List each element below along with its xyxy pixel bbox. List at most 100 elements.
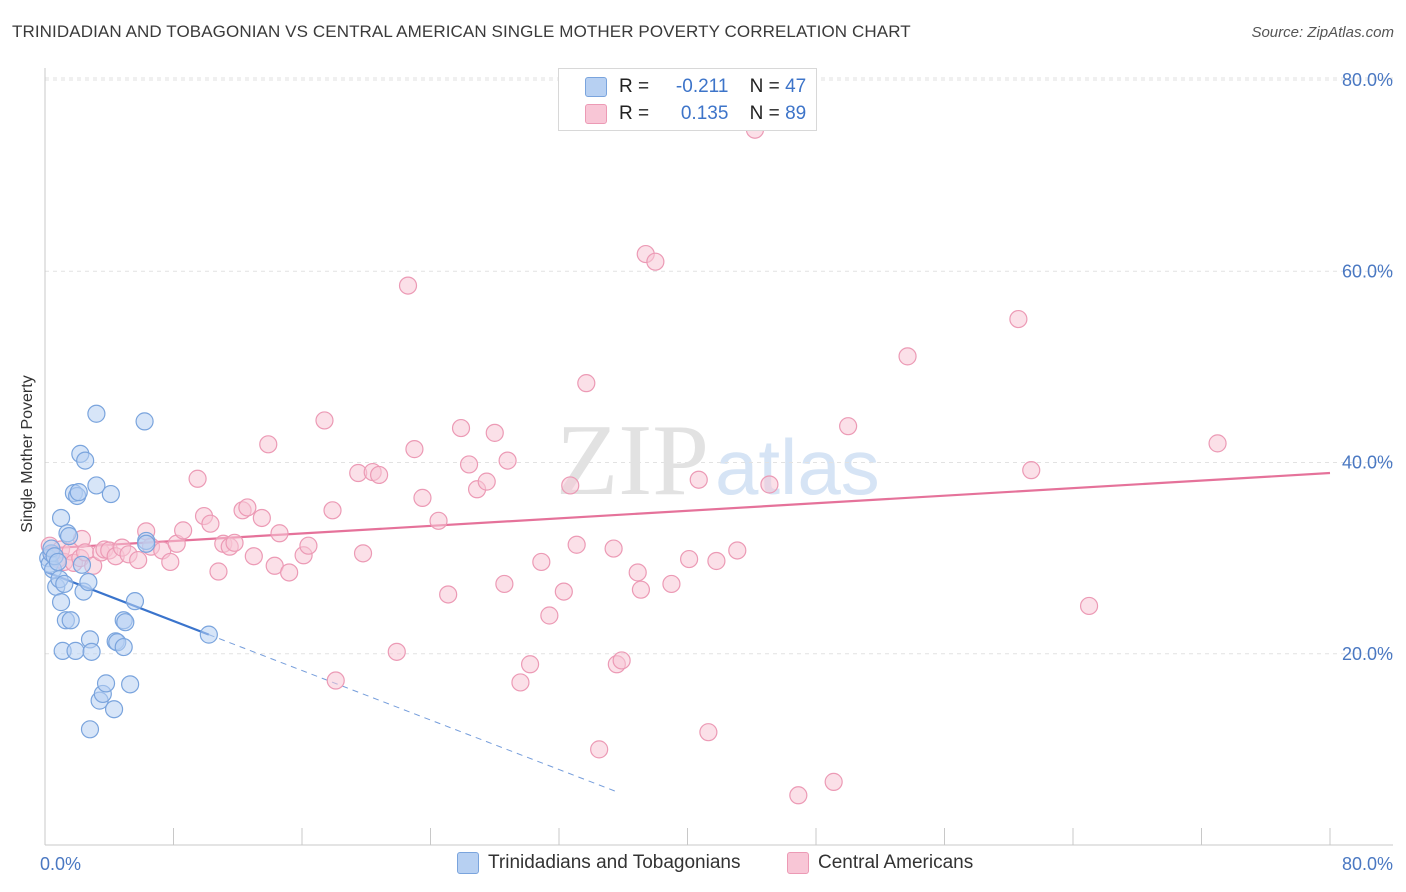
data-point [76,451,95,470]
legend-n-label: N = [749,103,780,124]
data-point [259,435,278,454]
bottom-legend-swatch-pink [787,852,809,874]
data-point [59,527,79,546]
bottom-legend-label: Central Americans [818,852,974,874]
data-point [561,476,580,495]
data-point [646,252,665,271]
data-point [174,521,193,540]
data-point [209,562,228,581]
data-point [699,723,718,742]
x-tick-label: 80.0% [1342,854,1393,874]
data-point [188,469,207,488]
data-point [413,488,432,507]
legend-swatch-blue [585,77,607,97]
data-point [554,582,573,601]
data-point [125,592,145,611]
data-point [104,700,124,719]
data-point [1079,596,1099,616]
watermark: ZIPatlas [556,402,880,519]
data-point [80,720,100,739]
data-point [839,417,858,436]
data-point [61,611,80,630]
data-point [135,412,154,431]
data-point [604,539,623,558]
data-point [69,483,88,502]
y-tick-label: 60.0% [1342,261,1393,281]
legend-swatch-pink [585,104,607,124]
data-point [96,674,116,693]
data-point [662,574,681,594]
correlation-legend: R = -0.211 N = 47 R = 0.135 N = 89 [558,68,817,131]
data-point [631,580,651,599]
data-point [789,786,808,805]
data-point [760,475,779,494]
chart-title: TRINIDADIAN AND TOBAGONIAN VS CENTRAL AM… [12,22,911,41]
data-point [299,536,318,555]
data-point [567,535,586,554]
data-point [370,465,389,485]
data-point [199,625,218,644]
data-point [612,651,631,670]
data-point [252,508,271,528]
legend-r-value: -0.211 [675,76,729,97]
data-point [387,642,406,661]
data-point [280,563,299,582]
data-point [225,533,244,552]
data-point [72,555,92,574]
data-point [477,472,496,491]
trend-lines-pink [44,471,1331,550]
data-point [323,501,342,520]
y-tick-label: 40.0% [1342,453,1393,473]
data-point [520,655,540,674]
bottom-legend-swatch-blue [457,852,479,874]
data-point [680,549,699,569]
data-point [429,511,448,530]
data-point [129,550,148,570]
data-point [238,498,257,517]
data-point [577,374,596,393]
source-label: Source: ZipAtlas.com [1251,24,1394,41]
data-point [824,772,843,791]
y-tick-label: 20.0% [1342,644,1393,664]
data-point [48,552,67,572]
data-point [82,642,101,661]
data-point [51,593,71,612]
data-point [898,347,917,366]
data-point [459,455,479,474]
data-point [1208,434,1227,453]
axes [44,68,1393,846]
data-point [498,451,517,470]
data-point [315,411,334,430]
data-point [1022,461,1041,480]
data-point [1009,309,1028,329]
data-point [66,641,85,660]
data-point [87,404,106,423]
data-point [244,547,263,566]
points-trinidadians [39,404,218,739]
data-point [161,552,180,572]
data-point [405,440,424,459]
trend-line-central-americans [44,471,1331,550]
watermark-zip: ZIP [556,404,709,517]
data-point [326,671,345,690]
data-point [353,544,373,563]
data-point [398,276,418,295]
data-point [628,563,647,582]
data-point [79,572,98,592]
bottom-legend-trinidadians: Trinidadians and Tobagonians [457,852,740,876]
data-point [495,574,514,594]
data-point [87,476,106,495]
legend-r-label: R = [619,103,650,124]
data-point [590,740,609,759]
legend-n-label: N = [749,76,780,97]
data-point [121,675,140,694]
data-point [439,585,458,604]
y-tick-label: 80.0% [1342,70,1393,90]
legend-n-value: 47 [785,76,807,97]
data-point [51,508,71,528]
watermark-atlas: atlas [715,423,880,511]
data-point [689,470,708,489]
data-point [116,613,135,632]
bottom-legend-central-americans: Central Americans [787,852,973,876]
